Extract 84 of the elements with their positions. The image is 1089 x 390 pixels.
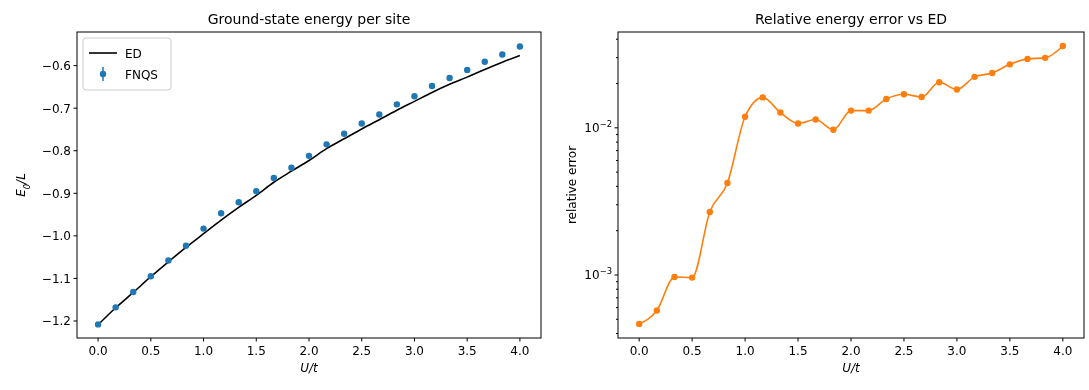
y-axis-title: relative error xyxy=(565,145,579,225)
point xyxy=(883,95,890,103)
point xyxy=(812,116,819,123)
x-tick-label: 0.5 xyxy=(141,344,161,358)
x-axis-title: U/t xyxy=(842,361,862,375)
x-tick-label: 1.5 xyxy=(246,344,266,358)
y-tick-label: −0.7 xyxy=(41,101,71,116)
point xyxy=(428,82,436,90)
y-tick-label: −0.8 xyxy=(41,144,71,159)
x-tick-label: 1.0 xyxy=(194,344,214,358)
point xyxy=(953,86,961,93)
point xyxy=(1059,42,1067,50)
y-tick-label: −0.9 xyxy=(41,186,71,201)
x-tick-label: 3.0 xyxy=(947,344,967,358)
point xyxy=(182,242,190,249)
point xyxy=(989,69,996,77)
x-tick-label: 2.0 xyxy=(299,344,319,358)
point xyxy=(653,307,661,314)
y-tick-label: 10$^{−2}$ xyxy=(584,119,612,136)
point xyxy=(288,164,295,171)
point xyxy=(358,120,365,127)
x-tick-label: 2.5 xyxy=(894,344,914,358)
point xyxy=(936,79,943,86)
point xyxy=(830,126,837,133)
x-tick-label: 1.5 xyxy=(788,344,808,358)
point xyxy=(270,174,278,182)
point xyxy=(376,111,383,118)
point xyxy=(741,113,749,120)
point xyxy=(94,321,102,328)
x-tick-label: 3.0 xyxy=(404,344,424,358)
y-tick-label: 10$^{−3}$ xyxy=(584,266,612,283)
point xyxy=(499,51,506,58)
point xyxy=(865,107,872,114)
point xyxy=(847,107,855,114)
point xyxy=(253,187,260,195)
x-tick-label: 4.0 xyxy=(1053,344,1073,358)
point xyxy=(1041,54,1049,62)
point xyxy=(411,93,418,100)
x-tick-label: 0.5 xyxy=(682,344,702,358)
point xyxy=(516,43,524,50)
point xyxy=(217,210,225,217)
point xyxy=(794,120,802,127)
y-tick-label: −0.6 xyxy=(41,59,71,74)
chart-title: Ground-state energy per site xyxy=(207,11,411,27)
point xyxy=(688,274,696,281)
point xyxy=(305,152,313,160)
x-tick-label: 3.5 xyxy=(457,344,477,358)
point xyxy=(323,141,330,148)
x-tick-label: 1.0 xyxy=(735,344,755,358)
y-tick-label: −1.2 xyxy=(41,314,71,329)
y-tick-label: −1.1 xyxy=(41,271,71,286)
point xyxy=(777,109,784,116)
chart-title: Relative energy error vs ED xyxy=(754,11,948,27)
legend-label: FNQS xyxy=(125,67,158,82)
point xyxy=(446,74,453,82)
point xyxy=(165,257,172,264)
point xyxy=(1024,55,1031,63)
y-tick-label: −1.0 xyxy=(41,229,71,244)
x-tick-label: 4.0 xyxy=(510,344,530,358)
point xyxy=(759,94,766,101)
point xyxy=(1006,61,1014,68)
x-tick-label: 3.5 xyxy=(1000,344,1020,358)
point xyxy=(724,179,731,187)
x-tick-label: 2.0 xyxy=(841,344,861,358)
x-tick-label: 2.5 xyxy=(352,344,372,358)
point xyxy=(463,66,471,74)
point xyxy=(147,273,155,280)
point xyxy=(481,58,488,65)
legend-label: ED xyxy=(125,46,142,61)
point xyxy=(918,93,925,101)
point xyxy=(112,304,119,311)
point xyxy=(130,288,137,296)
point xyxy=(393,101,401,108)
point xyxy=(340,130,348,137)
point xyxy=(235,199,242,206)
x-tick-label: 0.0 xyxy=(629,344,649,358)
x-axis-title: U/t xyxy=(300,361,320,375)
point xyxy=(671,273,678,281)
point xyxy=(900,91,908,98)
x-tick-label: 0.0 xyxy=(88,344,108,358)
point xyxy=(635,320,643,328)
point xyxy=(200,225,207,232)
point xyxy=(706,208,713,216)
point xyxy=(971,73,978,81)
